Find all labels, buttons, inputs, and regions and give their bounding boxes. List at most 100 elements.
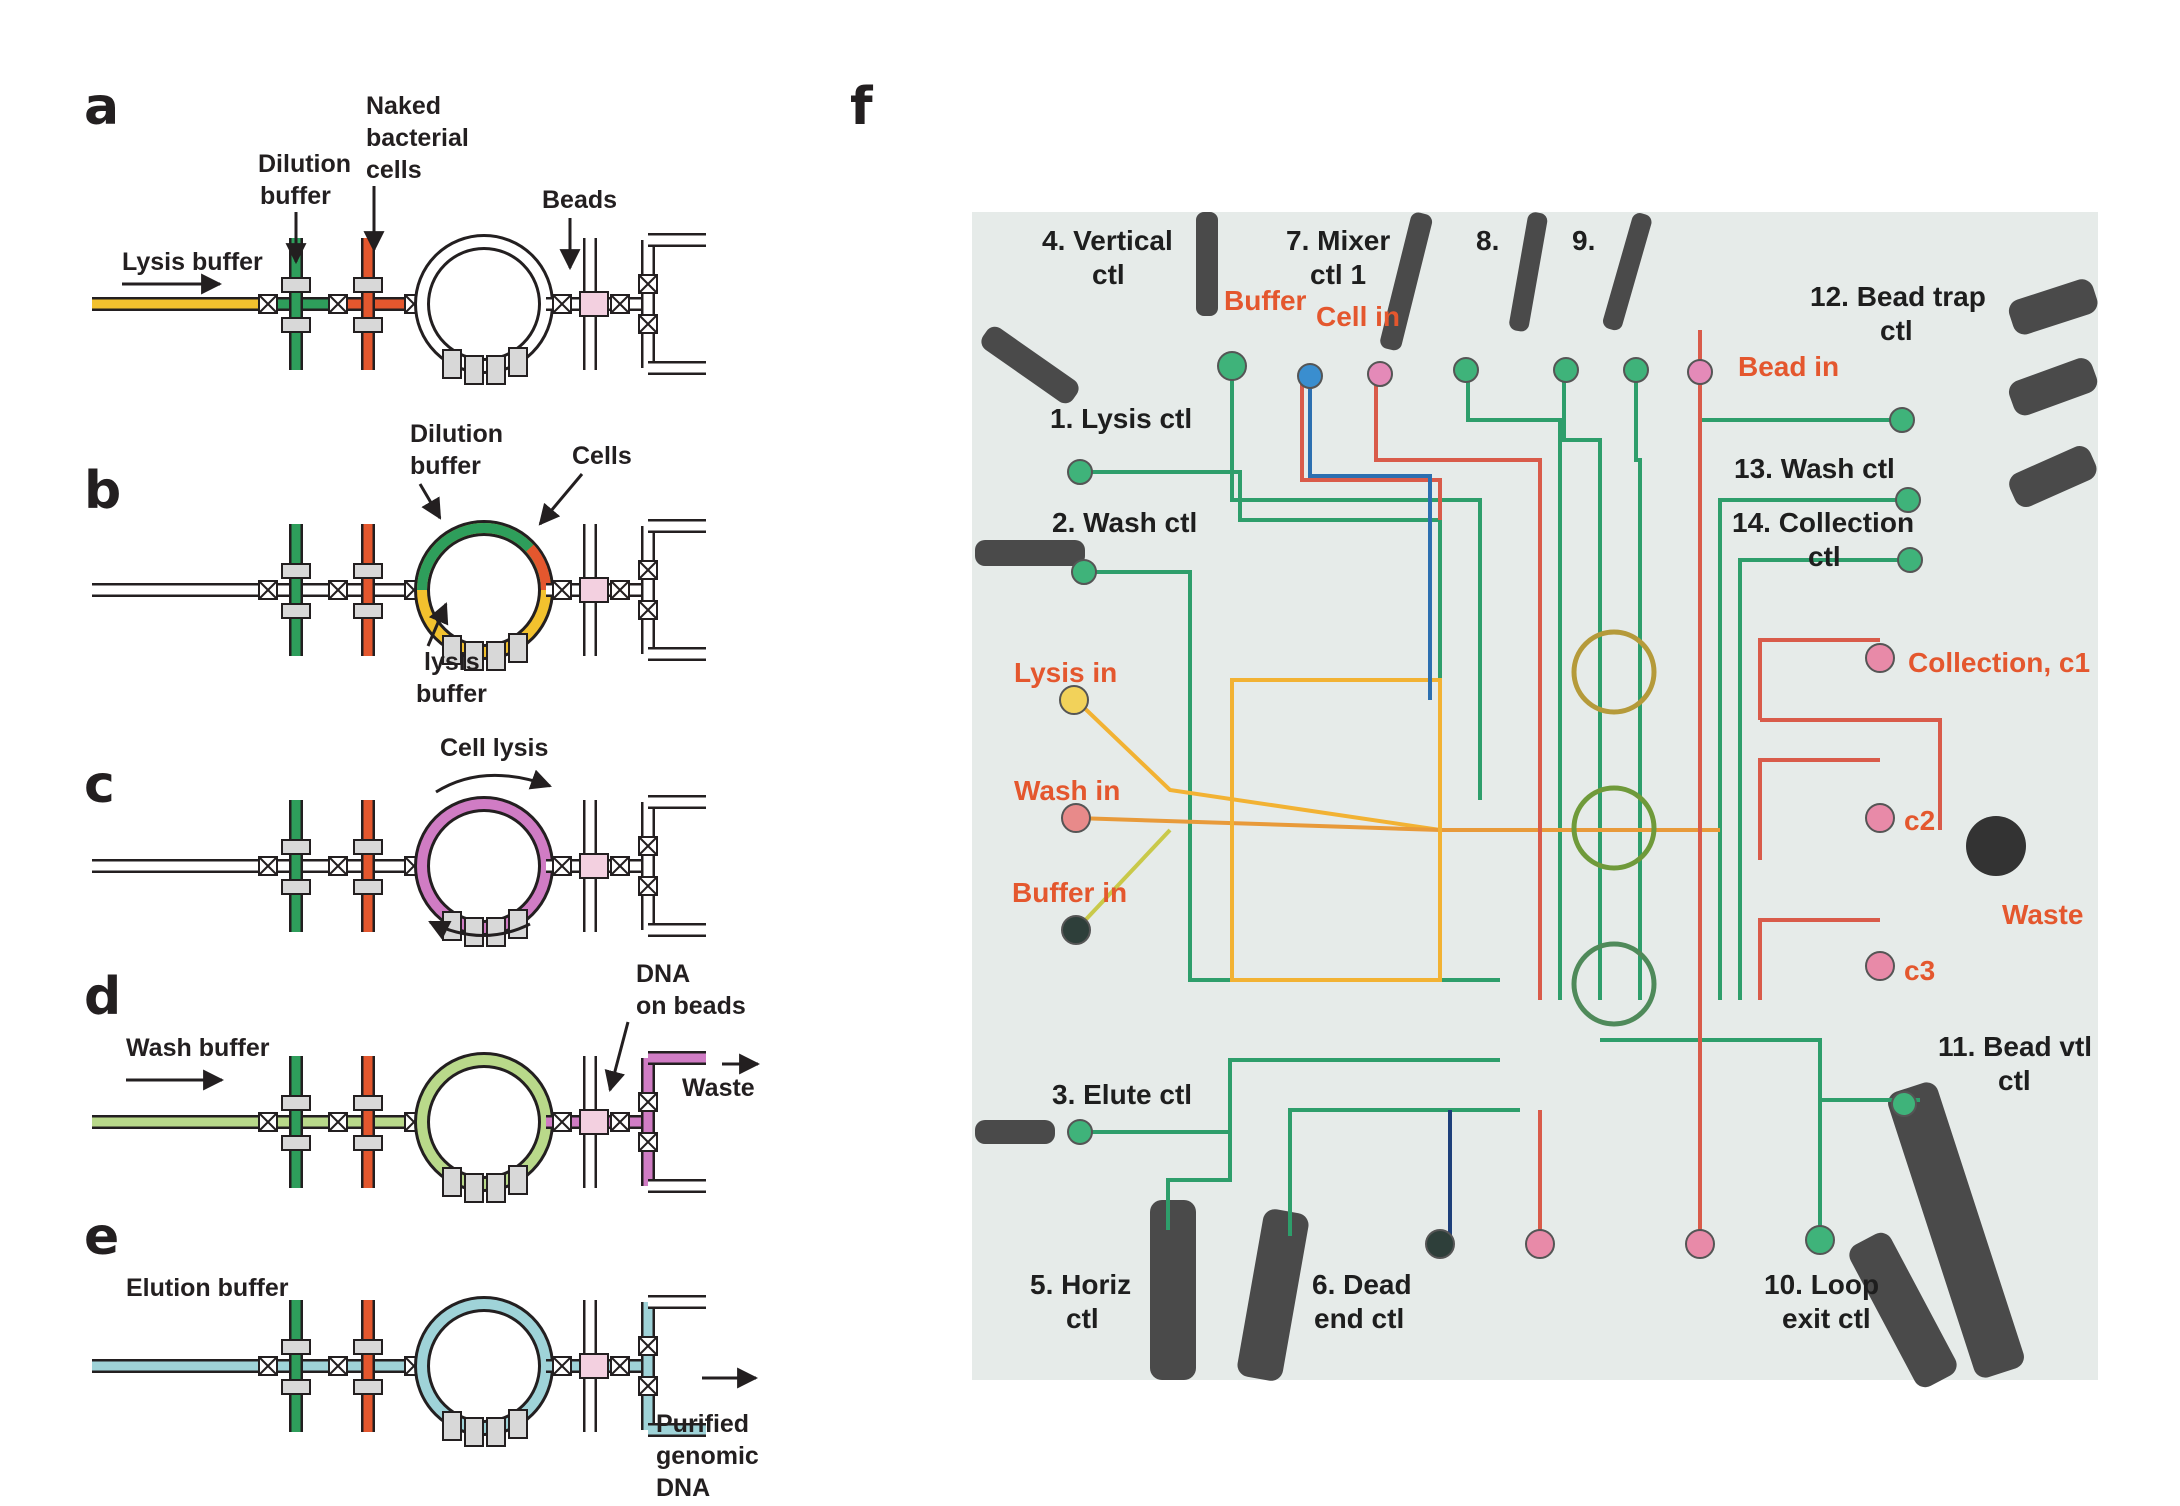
bead-trap: [579, 1353, 609, 1379]
valve: [328, 580, 348, 600]
mixer-ring-cells: [526, 544, 552, 591]
valve: [638, 1092, 658, 1112]
pump-valve: [508, 1409, 528, 1439]
valve: [258, 856, 278, 876]
valve: [258, 580, 278, 600]
label-wash-ctl-13: 13. Wash ctl: [1734, 453, 1895, 484]
label-buffer-in: Buffer in: [1012, 877, 1127, 908]
valve: [258, 1356, 278, 1376]
chip-photo-background: [972, 212, 2098, 1380]
valve-pad: [281, 879, 311, 895]
label-b-lysis-1: lysis: [424, 648, 480, 676]
label-naked-1: Naked: [366, 92, 441, 120]
label-waste-f: Waste: [2002, 899, 2083, 930]
pump-valve: [486, 355, 506, 385]
label-bead-vtl-ctl-2: ctl: [1998, 1065, 2031, 1096]
device-e: [92, 1295, 706, 1447]
label-purified-3: DNA: [656, 1474, 710, 1502]
label-b-dilution-1: Dilution: [410, 420, 503, 448]
label-loop-exit-ctl-2: exit ctl: [1782, 1303, 1871, 1334]
pump-valve: [486, 917, 506, 947]
mixer-rings: [1571, 629, 1657, 1027]
label-c3: c3: [1904, 955, 1935, 986]
device-d: [92, 1051, 706, 1203]
pump-valve: [464, 917, 484, 947]
ports: [1059, 351, 1923, 1259]
label-collection-ctl-2: ctl: [1808, 541, 1841, 572]
pump-valve: [464, 355, 484, 385]
label-dna-1: DNA: [636, 960, 690, 988]
pump-valve: [486, 641, 506, 671]
label-horiz-ctl-2: ctl: [1066, 1303, 1099, 1334]
label-dna-2: on beads: [636, 992, 746, 1020]
valve: [610, 294, 630, 314]
bead-trap: [579, 853, 609, 879]
pump-valve: [442, 635, 462, 665]
device-a: [92, 233, 706, 385]
valve: [552, 1112, 572, 1132]
pump-valve: [508, 633, 528, 663]
pump-valve: [442, 1411, 462, 1441]
valve: [328, 856, 348, 876]
valve: [638, 600, 658, 620]
valve: [638, 1132, 658, 1152]
pump-valve: [442, 911, 462, 941]
label-mixer-ctl-2: ctl 1: [1310, 259, 1366, 290]
valve: [258, 294, 278, 314]
panel-e: e Elution buffer Purified genomic DNA: [84, 1207, 759, 1502]
device-c: [92, 795, 706, 947]
valve-pad: [353, 1135, 383, 1151]
label-lysis-ctl: 1. Lysis ctl: [1050, 403, 1192, 434]
label-purified-2: genomic: [656, 1442, 759, 1470]
valve-pad: [353, 277, 383, 293]
pump-valve: [464, 641, 484, 671]
panel-letter-b: b: [84, 461, 121, 521]
label-bead-trap-ctl-1: 12. Bead trap: [1810, 281, 1986, 312]
label-horiz-ctl-1: 5. Horiz: [1030, 1269, 1131, 1300]
label-lysis-buffer: Lysis buffer: [122, 248, 263, 276]
pump-valve: [464, 1173, 484, 1203]
valve: [610, 856, 630, 876]
label-cell-in: Cell in: [1316, 301, 1400, 332]
valve: [638, 274, 658, 294]
bead-trap: [579, 291, 609, 317]
label-c2: c2: [1904, 805, 1935, 836]
pump-valve: [508, 347, 528, 377]
label-vertical-ctl-2: ctl: [1092, 259, 1125, 290]
label-ctl-8: 8.: [1476, 225, 1499, 256]
label-lysis-in: Lysis in: [1014, 657, 1117, 688]
valve-pad: [281, 839, 311, 855]
valve: [552, 580, 572, 600]
panel-a: a Lysis buffer Dilution buffer Naked bac…: [84, 77, 706, 385]
valve: [638, 1376, 658, 1396]
pump-valve: [464, 1417, 484, 1447]
pump-valve: [508, 1165, 528, 1195]
label-bead-in: Bead in: [1738, 351, 1839, 382]
label-collection-c1: Collection, c1: [1908, 647, 2090, 678]
panel-letter-a: a: [84, 77, 119, 137]
valve: [638, 1336, 658, 1356]
pump-valve: [508, 909, 528, 939]
valve-pad: [353, 1095, 383, 1111]
label-naked-3: cells: [366, 156, 422, 184]
valve-pad: [353, 563, 383, 579]
valve: [328, 294, 348, 314]
valve: [638, 560, 658, 580]
panel-letter-d: d: [84, 967, 121, 1027]
label-bead-trap-ctl-2: ctl: [1880, 315, 1913, 346]
pump-valve: [486, 1417, 506, 1447]
label-b-cells: Cells: [572, 442, 632, 470]
valve: [328, 1112, 348, 1132]
label-dead-end-ctl-2: end ctl: [1314, 1303, 1404, 1334]
valve-pad: [353, 317, 383, 333]
device-b: [92, 519, 706, 671]
valve-pad: [281, 277, 311, 293]
panel-c: c Cell lysis: [84, 734, 706, 947]
valve-pad: [281, 1095, 311, 1111]
label-b-dilution-2: buffer: [410, 452, 481, 480]
panel-letter-e: e: [84, 1207, 119, 1267]
label-buffer: Buffer: [1224, 285, 1307, 316]
pump-valve: [486, 1173, 506, 1203]
label-vertical-ctl-1: 4. Vertical: [1042, 225, 1173, 256]
